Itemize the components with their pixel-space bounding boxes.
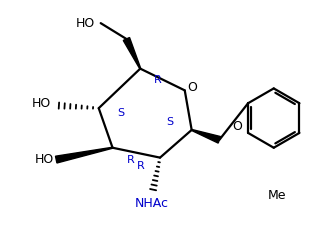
Text: O: O xyxy=(188,81,198,94)
Text: HO: HO xyxy=(35,153,54,166)
Text: HO: HO xyxy=(32,97,51,110)
Text: HO: HO xyxy=(75,17,95,30)
Polygon shape xyxy=(56,147,113,163)
Text: R: R xyxy=(154,75,162,85)
Polygon shape xyxy=(191,129,221,143)
Text: R: R xyxy=(136,161,144,171)
Text: Me: Me xyxy=(267,189,286,202)
Polygon shape xyxy=(123,38,141,69)
Text: S: S xyxy=(166,117,174,127)
Text: NHAc: NHAc xyxy=(135,197,169,210)
Text: O: O xyxy=(233,120,242,133)
Text: S: S xyxy=(117,108,124,118)
Text: R: R xyxy=(126,155,134,165)
